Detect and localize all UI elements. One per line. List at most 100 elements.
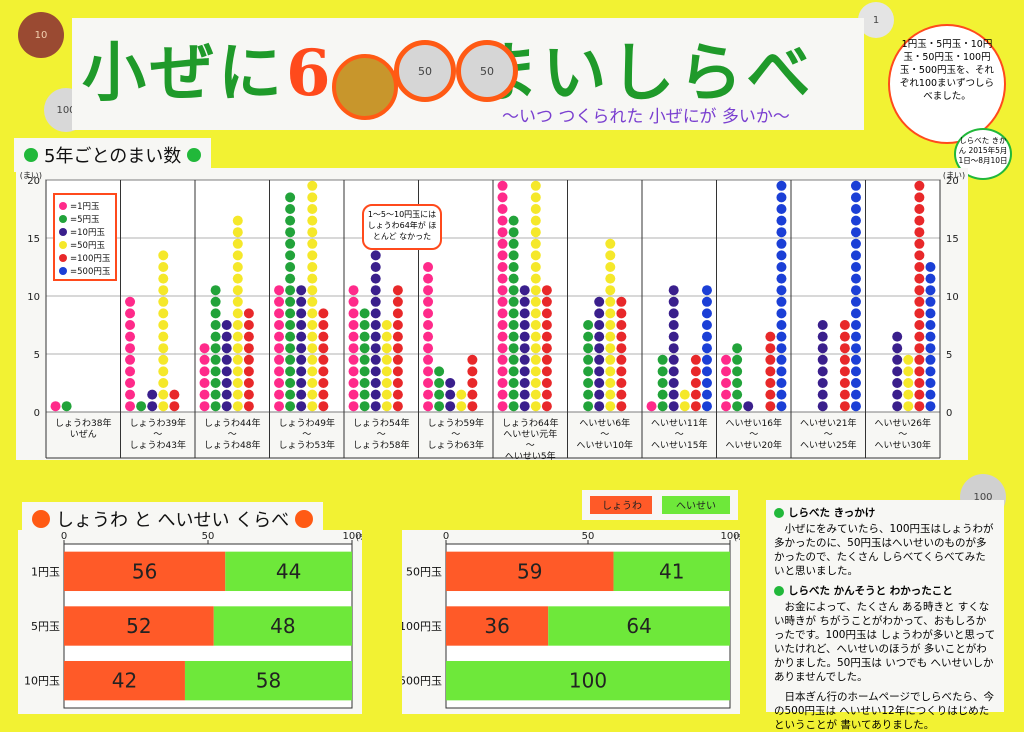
data-point — [668, 296, 679, 307]
category-label: へいせい16年 — [726, 417, 782, 429]
data-point — [158, 250, 169, 261]
data-point — [541, 331, 552, 342]
data-point — [776, 366, 787, 377]
data-point — [668, 401, 679, 412]
data-point — [914, 180, 925, 191]
data-point — [232, 285, 243, 296]
data-point — [903, 401, 914, 412]
data-point — [914, 215, 925, 226]
y-axis-label-right: (まい) — [943, 171, 965, 180]
data-point — [925, 378, 936, 388]
category-label: へいせい元年 — [503, 428, 557, 440]
category-label: しょうわ43年 — [130, 439, 186, 451]
data-point — [210, 308, 221, 319]
legend-label: =5円玉 — [70, 215, 100, 225]
data-point — [370, 285, 381, 296]
data-point — [307, 389, 318, 400]
data-point — [370, 331, 381, 342]
category-label: へいせい6年 — [579, 417, 630, 429]
data-point — [199, 343, 210, 354]
data-point — [657, 401, 668, 412]
bar-segment — [548, 606, 730, 646]
data-point — [850, 215, 861, 226]
data-point — [530, 366, 541, 377]
category-label: へいせい26年 — [875, 417, 931, 429]
data-point — [318, 366, 329, 377]
category-label: しょうわ38年 — [55, 417, 111, 429]
data-point — [307, 227, 318, 238]
data-point — [392, 378, 403, 388]
data-point — [307, 273, 318, 284]
data-point — [519, 320, 530, 330]
data-point — [519, 343, 530, 354]
x-tick-label: 100 — [720, 531, 739, 542]
data-point — [125, 331, 136, 342]
data-point — [594, 331, 605, 342]
data-point — [285, 250, 296, 261]
data-point — [370, 389, 381, 400]
category-label: 〜 — [526, 441, 535, 451]
data-point — [125, 378, 136, 388]
category-label: へいせい10年 — [577, 439, 633, 451]
data-point — [423, 378, 434, 388]
data-point — [296, 296, 307, 307]
data-point — [285, 192, 296, 203]
data-point — [765, 343, 776, 354]
data-point — [508, 227, 519, 238]
y-tick-label: 5 — [34, 350, 40, 361]
data-point — [318, 320, 329, 330]
data-point — [583, 354, 594, 365]
summary-paragraph-2: お金によって、たくさん ある時きと すくない時きが ちがうことがわかって、おもし… — [774, 601, 996, 683]
data-point — [594, 401, 605, 412]
category-label: へいせい30年 — [875, 439, 931, 451]
data-point — [370, 296, 381, 307]
data-point — [285, 320, 296, 330]
data-point — [307, 354, 318, 365]
data-point — [285, 401, 296, 412]
data-point — [423, 273, 434, 284]
data-point — [274, 285, 285, 296]
legend-swatch — [59, 267, 67, 275]
data-point — [348, 331, 359, 342]
category-label: へいせい21年 — [800, 417, 856, 429]
data-point — [530, 308, 541, 319]
category-label: 100円玉 — [402, 620, 442, 633]
data-point — [776, 354, 787, 365]
data-point — [594, 389, 605, 400]
y-tick-label-right: 20 — [946, 176, 959, 187]
x-tick-label: 50 — [582, 531, 595, 542]
unit-label: (%) — [734, 533, 740, 542]
data-point — [445, 378, 456, 388]
summary-heading-1-text: しらべた きっかけ — [788, 507, 876, 519]
data-point — [519, 389, 530, 400]
data-point — [348, 343, 359, 354]
data-point — [158, 389, 169, 400]
data-label: 64 — [626, 614, 651, 638]
data-point — [914, 296, 925, 307]
data-point — [434, 389, 445, 400]
data-point — [274, 401, 285, 412]
data-point — [274, 354, 285, 365]
data-point — [594, 296, 605, 307]
summary-text-panel: しらべた きっかけ 小ぜにをみていたら、100円玉はしょうわが多かったのに、50… — [766, 500, 1004, 731]
data-point — [903, 354, 914, 365]
data-point — [690, 401, 701, 412]
data-point — [925, 285, 936, 296]
data-point — [776, 296, 787, 307]
data-point — [583, 366, 594, 377]
category-label: しょうわ58年 — [353, 439, 409, 451]
data-point — [679, 401, 690, 412]
data-point — [817, 320, 828, 330]
data-point — [668, 331, 679, 342]
category-label: へいせい15年 — [651, 439, 707, 451]
data-point — [359, 378, 370, 388]
category-label: しょうわ53年 — [279, 439, 335, 451]
data-point — [497, 262, 508, 272]
data-point — [776, 285, 787, 296]
coin-title-50a-label: 50 — [418, 64, 432, 78]
data-point — [850, 343, 861, 354]
data-point — [914, 238, 925, 249]
data-point — [850, 285, 861, 296]
data-point — [765, 401, 776, 412]
data-point — [497, 366, 508, 377]
